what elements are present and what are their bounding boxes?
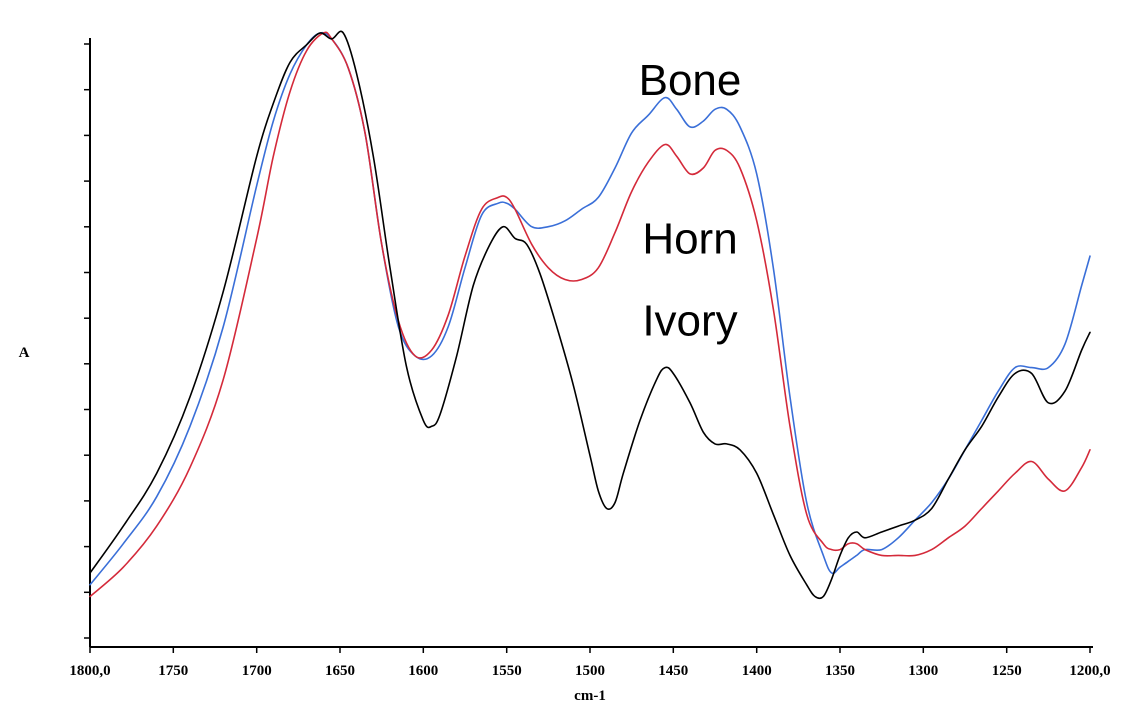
annotation-horn: Horn	[642, 214, 737, 263]
x-tick-label: 1400	[742, 663, 772, 679]
series-lines	[89, 30, 1091, 600]
x-tick-label: 1350	[825, 663, 855, 679]
x-tick-label: 1450	[658, 663, 688, 679]
y-axis-label: A	[19, 345, 30, 361]
x-tick-label: 1300	[908, 663, 938, 679]
annotation-bone: Bone	[639, 56, 742, 105]
x-axis-ticks	[89, 647, 1091, 653]
annotation-ivory: Ivory	[642, 297, 737, 346]
x-tick-label: 1200,0	[1069, 663, 1110, 679]
series-line-bone	[89, 31, 1091, 586]
x-tick-label: 1650	[325, 663, 355, 679]
x-tick-label: 1250	[992, 663, 1022, 679]
series-annotations: Bone Horn Ivory	[639, 56, 742, 346]
x-tick-label: 1800,0	[69, 663, 110, 679]
series-line-horn	[89, 31, 1091, 598]
x-tick-label: 1600	[408, 663, 438, 679]
x-axis-label: cm-1	[574, 688, 606, 704]
series-line-ivory	[89, 30, 1091, 600]
chart-axes	[89, 38, 1093, 648]
y-axis-ticks	[84, 43, 90, 639]
x-tick-label: 1750	[158, 663, 188, 679]
x-axis-tick-labels: 1800,0 1750 1700 1650 1600 1550 1500 1450 1400 13…	[69, 663, 1110, 679]
x-tick-label: 1550	[492, 663, 522, 679]
x-tick-label: 1700	[242, 663, 272, 679]
x-tick-label: 1500	[575, 663, 605, 679]
